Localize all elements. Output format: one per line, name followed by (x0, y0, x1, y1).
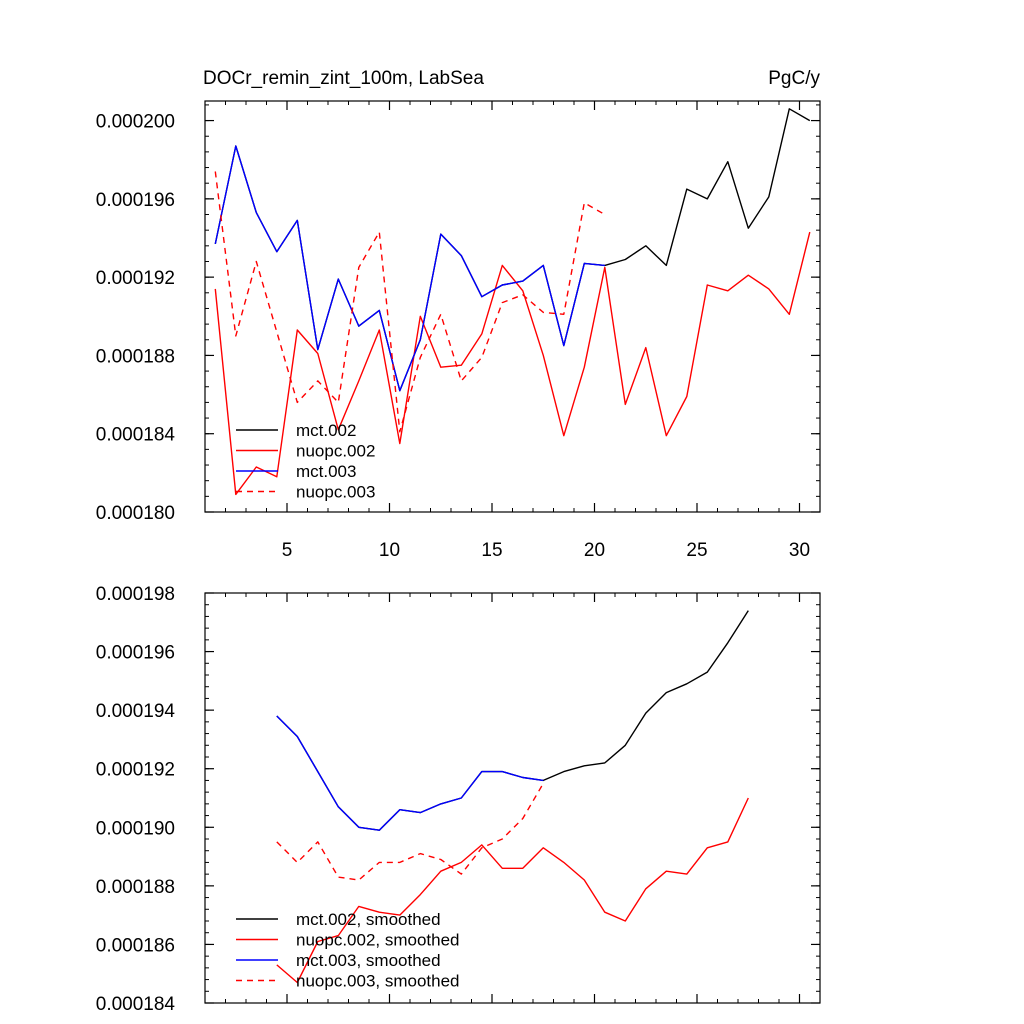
top-legend-label-4: nuopc.003 (296, 483, 375, 502)
top-series-line-1 (214, 108, 811, 392)
bottom-y-tick-label: 0.000184 (96, 994, 176, 1015)
bottom-legend-label-2: nuopc.002, smoothed (296, 931, 460, 950)
top-x-tick-label: 20 (584, 540, 605, 561)
bottom-series-line-1 (276, 610, 749, 831)
top-x-tick-label: 5 (282, 540, 293, 561)
top-y-tick-label: 0.000192 (96, 268, 175, 289)
bottom-y-tick-label: 0.000190 (96, 818, 175, 839)
top-y-tick-label: 0.000200 (96, 112, 175, 133)
bottom-series-line-4 (276, 783, 544, 881)
top-series-line-3 (214, 145, 605, 392)
bottom-series-line-3 (276, 715, 544, 831)
top-chart-units: PgC/y (768, 68, 820, 89)
bottom-chart: 0.000184 0.000186 0.000188 0.000190 0.000192… (96, 584, 821, 1015)
bottom-legend-label-1: mct.002, smoothed (296, 910, 441, 929)
bottom-legend-label-3: mct.003, smoothed (296, 951, 441, 970)
top-y-tick-label: 0.000196 (96, 190, 175, 211)
top-legend-label-2: nuopc.002 (296, 442, 375, 461)
top-chart-title: DOCr_remin_zint_100m, LabSea (203, 68, 484, 89)
bottom-y-tick-label: 0.000192 (96, 760, 175, 781)
bottom-y-tick-label: 0.000196 (96, 643, 175, 664)
top-legend-label-1: mct.002 (296, 421, 356, 440)
top-legend-label-3: mct.003 (296, 462, 356, 481)
top-y-tick-label: 0.000184 (96, 425, 176, 446)
top-x-tick-label: 30 (789, 540, 810, 561)
top-x-tick-label: 25 (686, 540, 707, 561)
bottom-series-line-2 (276, 797, 749, 984)
top-x-tick-label: 15 (481, 540, 502, 561)
top-x-tick-label: 10 (379, 540, 400, 561)
bottom-y-tick-label: 0.000194 (96, 701, 176, 722)
top-y-tick-label: 0.000188 (96, 346, 175, 367)
bottom-y-tick-label: 0.000198 (96, 584, 175, 605)
bottom-y-tick-label: 0.000188 (96, 877, 175, 898)
top-y-tick-label: 0.000180 (96, 503, 175, 524)
top-series-line-4 (214, 171, 606, 433)
bottom-y-tick-label: 0.000186 (96, 935, 175, 956)
top-chart: 5 10 15 20 25 30 0.000180 0.000184 0.000188 0.000… (96, 100, 821, 561)
top-series-line-2 (214, 231, 811, 496)
bottom-legend-label-4: nuopc.003, smoothed (296, 972, 460, 991)
